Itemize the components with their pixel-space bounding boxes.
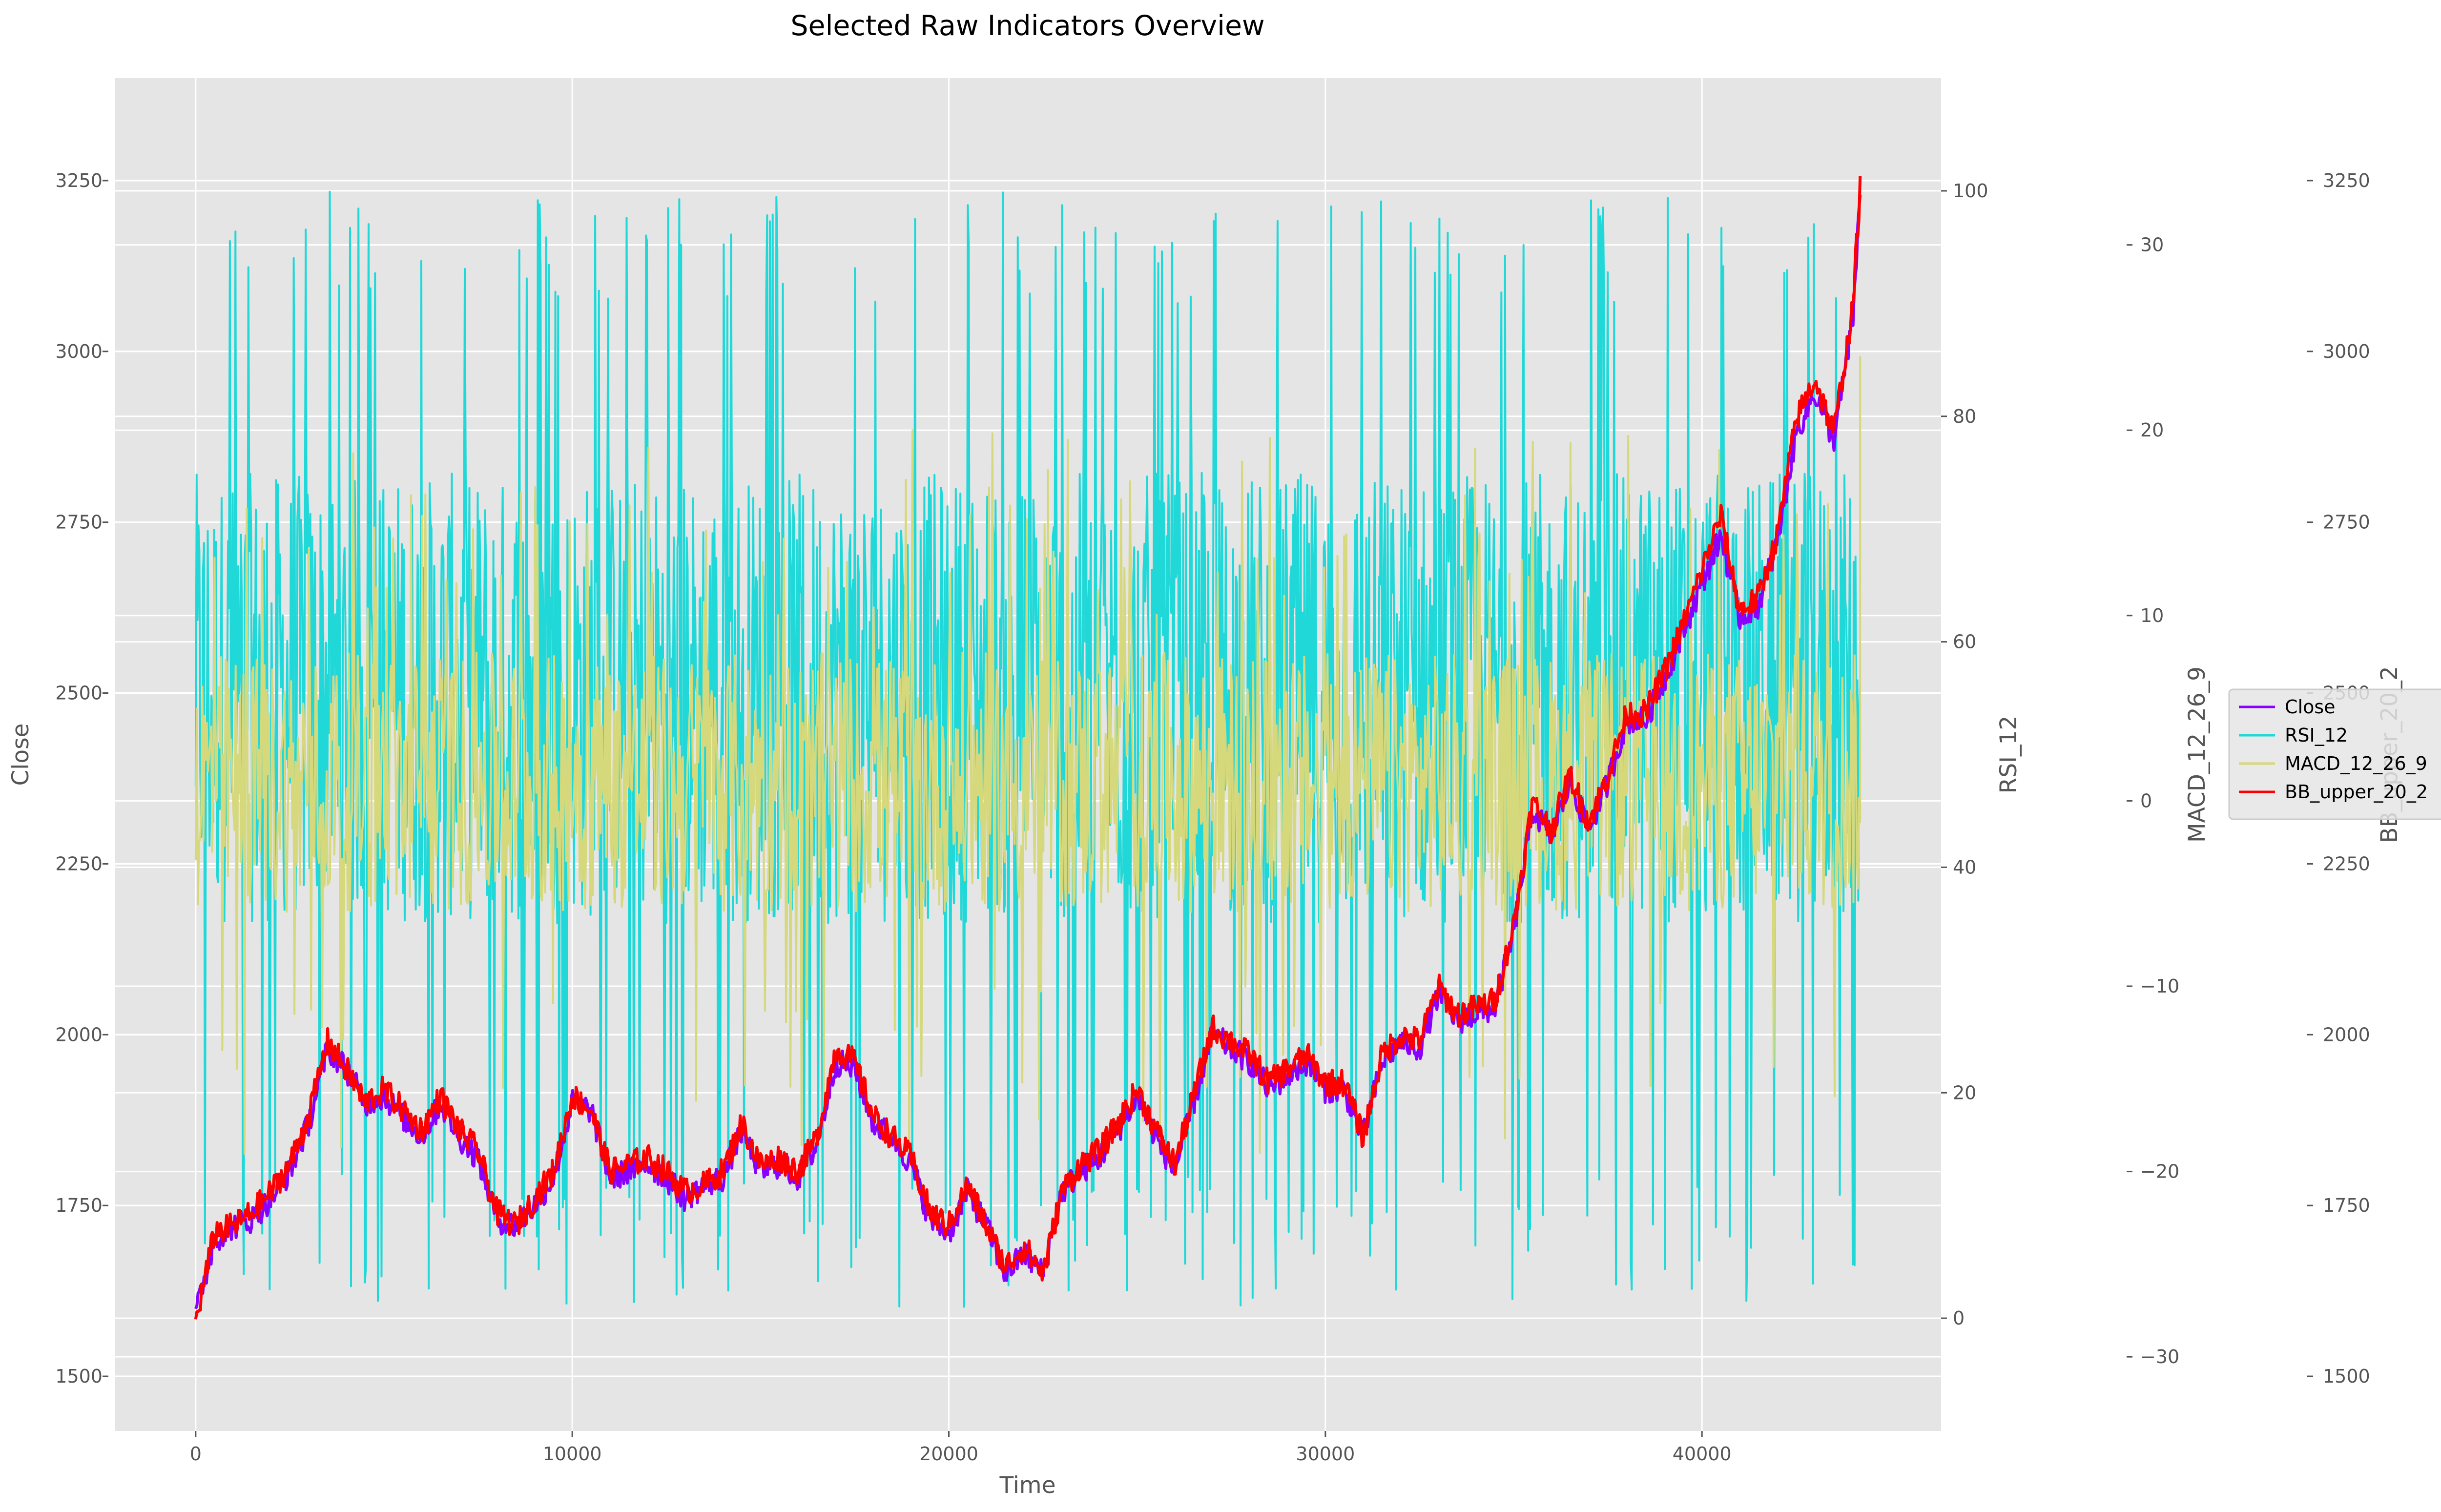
y-tick-label-macd: 20 [2140, 419, 2164, 441]
legend-box [2228, 688, 2441, 820]
y-tick-label-close: 3000 [55, 341, 103, 362]
y-tick-label-macd: 10 [2140, 605, 2164, 626]
y-tick-label-close: 1750 [55, 1195, 103, 1216]
y-tick-label-bb: 2250 [2323, 853, 2370, 874]
y-tick-label-rsi: 100 [1953, 180, 1988, 202]
y-tick-label-bb: 1750 [2323, 1195, 2370, 1216]
y-axis-title-rsi: RSI_12 [1995, 716, 2022, 794]
y-axis-title-macd: MACD_12_26_9 [2184, 666, 2211, 843]
chart-title: Selected Raw Indicators Overview [790, 10, 1264, 42]
legend: Close RSI_12 MACD_12_26_9 BB_upper_20_2 [2228, 688, 2441, 820]
y-tick-label-bb: 3000 [2323, 341, 2370, 362]
x-tick-label: 20000 [919, 1443, 978, 1465]
x-axis-title: Time [999, 1472, 1055, 1499]
x-tick-label: 10000 [543, 1443, 602, 1465]
y-tick-label-macd: −20 [2140, 1161, 2179, 1182]
y-tick-label-macd: 0 [2140, 790, 2152, 811]
y-tick-label-bb: 3250 [2323, 170, 2370, 191]
y-tick-label-rsi: 60 [1953, 631, 1976, 653]
y-tick-label-close: 2500 [55, 683, 103, 704]
y-tick-label-close: 1500 [55, 1366, 103, 1387]
x-tick-label: 30000 [1296, 1443, 1355, 1465]
y-tick-label-macd: 30 [2140, 234, 2164, 256]
y-tick-label-close: 3250 [55, 170, 103, 191]
legend-label: Close [2285, 696, 2336, 718]
legend-label: MACD_12_26_9 [2285, 753, 2427, 774]
legend-label: RSI_12 [2285, 725, 2348, 746]
y-tick-label-macd: −10 [2140, 975, 2179, 997]
y-tick-label-rsi: 40 [1953, 856, 1976, 878]
y-tick-label-bb: 2000 [2323, 1024, 2370, 1045]
y-tick-label-macd: −30 [2140, 1346, 2179, 1367]
y-tick-label-close: 2000 [55, 1024, 103, 1045]
y-tick-label-rsi: 80 [1953, 406, 1976, 427]
series-layer [194, 176, 1862, 1320]
x-tick-label: 0 [190, 1443, 202, 1465]
y-tick-label-close: 2750 [55, 512, 103, 533]
y-tick-label-rsi: 20 [1953, 1082, 1976, 1103]
legend-label: BB_upper_20_2 [2285, 781, 2428, 803]
y-axis-title-close: Close [7, 723, 34, 786]
y-tick-label-bb: 2750 [2323, 512, 2370, 533]
x-tick-label: 40000 [1673, 1443, 1732, 1465]
y-tick-label-bb: 1500 [2323, 1366, 2370, 1387]
bb-upper-series-line [194, 176, 1862, 1320]
y-tick-label-rsi: 0 [1953, 1307, 1965, 1329]
macd-series-line [194, 356, 1862, 1167]
y-tick-label-close: 2250 [55, 853, 103, 874]
